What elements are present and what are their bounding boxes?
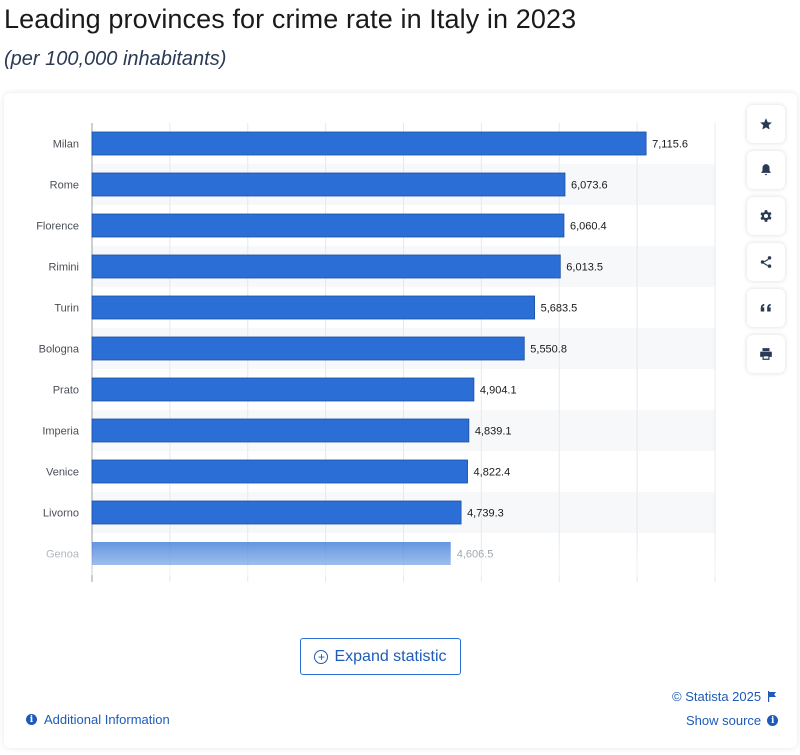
category-label: Venice [46,467,79,479]
bar [91,172,566,197]
plus-circle-icon: + [314,649,329,664]
bar [91,500,462,525]
category-label: Milan [53,139,79,151]
category-label: Florence [36,221,79,233]
show-source-label: Show source [686,713,762,728]
category-label: Genoa [46,549,80,561]
category-label: Bologna [39,344,80,356]
gear-icon [760,210,772,222]
data-label: 6,073.6 [571,180,608,192]
copyright-text: © Statista 2025 [672,689,762,704]
data-label: 6,013.5 [566,262,603,274]
category-label: Turin [54,303,79,315]
expand-statistic-label: Expand statistic [334,647,447,665]
bar [91,131,647,156]
page-title: Leading provinces for crime rate in Ital… [4,4,577,34]
cite-button[interactable] [747,289,785,327]
additional-information-label: Additional Information [44,712,170,727]
bar [91,336,525,361]
data-label: 4,606.5 [457,549,494,561]
show-source-link[interactable]: Show source i [686,713,779,728]
data-label: 6,060.4 [570,221,607,233]
additional-information-link[interactable]: i Additional Information [26,712,170,727]
bar [91,377,475,402]
expand-statistic-button[interactable]: + Expand statistic [300,638,461,675]
settings-button[interactable] [747,197,785,235]
bar [91,254,561,279]
printer-icon [760,348,772,360]
bar [92,542,451,565]
data-label: 4,739.3 [467,508,504,520]
data-label: 5,683.5 [541,303,578,315]
category-label: Rimini [48,262,79,274]
data-label: 7,115.6 [652,139,688,151]
category-label: Livorno [43,508,79,520]
share-button[interactable] [747,243,785,281]
category-label: Imperia [42,426,80,438]
bell-icon [761,164,771,176]
category-label: Prato [53,385,79,397]
data-label: 4,822.4 [474,467,511,479]
bar [91,213,565,238]
data-label: 4,839.1 [475,426,512,438]
copyright-link[interactable]: © Statista 2025 [672,689,777,704]
notification-button[interactable] [747,151,785,189]
category-label: Rome [50,180,79,192]
print-button[interactable] [747,335,785,373]
data-label: 5,550.8 [530,344,567,356]
page-subtitle: (per 100,000 inhabitants) [4,48,227,70]
bar [91,459,468,484]
star-icon [760,118,772,130]
info-icon: i [767,715,779,726]
bar [91,418,470,443]
quote-icon [760,303,771,312]
favorite-button[interactable] [747,105,785,143]
flag-icon [768,691,777,702]
data-label: 4,904.1 [480,385,517,397]
info-icon: i [26,714,37,725]
bar [91,295,536,320]
share-icon [760,256,772,268]
